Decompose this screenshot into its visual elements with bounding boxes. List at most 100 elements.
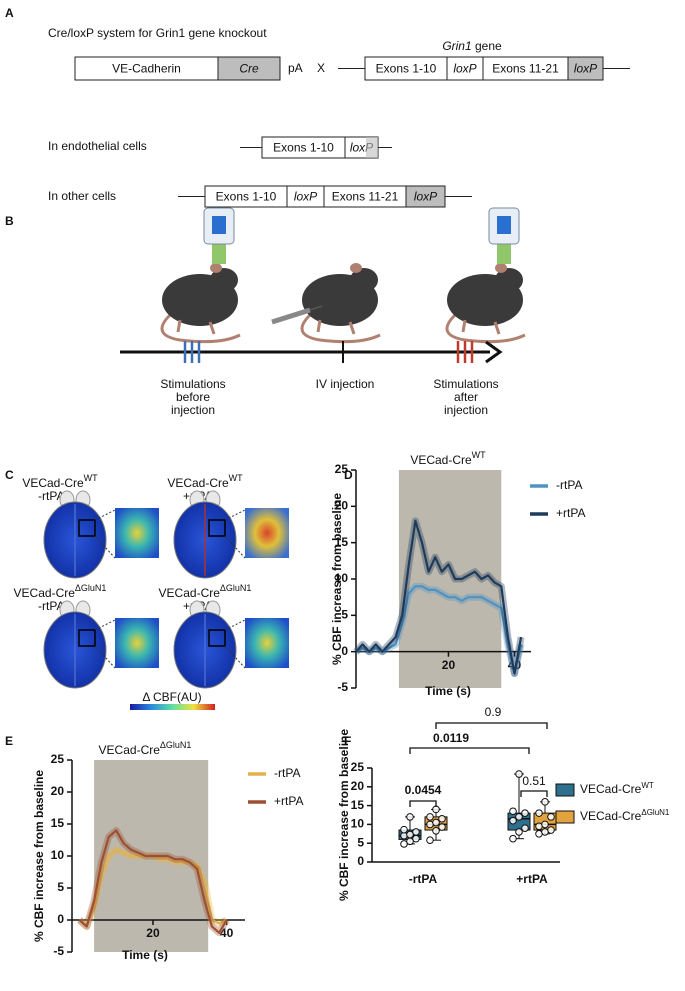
treatment-label: -rtPA xyxy=(38,599,64,613)
y-tick-label: 15 xyxy=(351,798,365,812)
y-tick-label: 5 xyxy=(57,880,64,894)
imager-stem xyxy=(212,242,226,264)
gene-label: Grin1 gene xyxy=(442,39,502,53)
data-point xyxy=(412,834,420,843)
y-tick-label: 10 xyxy=(351,817,365,831)
roi-link xyxy=(94,645,116,669)
y-tick-label: 15 xyxy=(335,535,349,549)
y-tick-label: 20 xyxy=(51,784,65,798)
y-tick-label: 25 xyxy=(335,462,349,476)
text-sup: ΔGluN1 xyxy=(220,583,252,593)
data-point xyxy=(547,813,555,821)
step-label: Stimulations xyxy=(160,377,225,391)
mouse-ear xyxy=(495,263,507,273)
step-label: injection xyxy=(444,403,488,417)
comparison-bracket xyxy=(520,790,548,797)
x-tick-label: 20 xyxy=(442,658,456,672)
text-base: VECad-Cre xyxy=(410,453,472,467)
data-point xyxy=(509,807,517,816)
data-point xyxy=(432,805,440,814)
series-line xyxy=(78,829,228,934)
data-point xyxy=(547,826,555,834)
imager-stem xyxy=(497,242,511,264)
data-point xyxy=(521,809,529,817)
y-tick-label: -5 xyxy=(337,680,348,694)
x-tick-label: -rtPA xyxy=(409,872,438,886)
data-point xyxy=(521,824,529,832)
data-point xyxy=(541,798,549,806)
p-value: 0.51 xyxy=(522,774,546,788)
data-point xyxy=(509,816,517,825)
panel-letter: E xyxy=(5,734,13,748)
y-tick-label: 5 xyxy=(357,835,364,849)
legend-label: -rtPA xyxy=(556,478,582,492)
step-label: IV injection xyxy=(316,377,375,391)
data-point xyxy=(515,770,523,778)
pa-label: pA xyxy=(288,61,303,75)
step-label: Stimulations xyxy=(433,377,498,391)
y-tick-label: 0 xyxy=(57,912,64,926)
text-base: VECad-Cre xyxy=(167,476,229,490)
y-tick-label: 20 xyxy=(351,779,365,793)
group-label: VECad-CreΔGluN1 xyxy=(159,583,252,600)
data-point xyxy=(426,813,434,821)
legend-label: +rtPA xyxy=(274,794,303,808)
x-axis-label: Time (s) xyxy=(425,684,471,698)
legend-label: VECad-CreΔGluN1 xyxy=(580,808,670,824)
data-point xyxy=(438,823,446,831)
y-tick-label: 0 xyxy=(357,854,364,868)
roi xyxy=(208,629,226,647)
panel-letter: D xyxy=(344,468,353,482)
gene-box-label: Exons 1-10 xyxy=(273,141,334,155)
gene-box-label: VE-Cadherin xyxy=(112,62,181,76)
mouse-tail xyxy=(300,313,381,344)
data-point xyxy=(426,836,434,844)
y-tick-label: 10 xyxy=(335,571,349,585)
step-label: after xyxy=(454,390,478,404)
panel-letter: F xyxy=(344,734,351,748)
text-sup: ΔGluN1 xyxy=(641,808,670,817)
panel-letter: C xyxy=(5,468,14,482)
y-tick-label: 10 xyxy=(51,848,65,862)
gene-name: Grin1 xyxy=(442,39,471,53)
treatment-label: -rtPA xyxy=(38,489,64,503)
data-point xyxy=(515,828,523,836)
gene-box-label: Cre xyxy=(239,62,259,76)
mouse-head xyxy=(495,268,523,292)
legend-label: -rtPA xyxy=(274,766,300,780)
data-point xyxy=(406,813,414,821)
text-base: VECad-Cre xyxy=(14,586,76,600)
gene-box-label: Exons 11-21 xyxy=(332,190,399,204)
y-tick-label: 25 xyxy=(351,760,365,774)
comparison-bracket xyxy=(435,722,548,729)
data-point xyxy=(535,809,543,817)
gene-box-label: loxP xyxy=(414,190,437,204)
text-sup: ΔGluN1 xyxy=(160,740,192,750)
data-point xyxy=(438,814,446,823)
group-label: VECad-CreΔGluN1 xyxy=(14,583,107,600)
roi-inset xyxy=(245,508,289,558)
y-tick-label: 15 xyxy=(51,816,65,830)
data-point xyxy=(400,825,408,834)
y-axis-label: % CBF increase from baseline xyxy=(330,493,344,665)
colorbar xyxy=(130,704,215,710)
text-base: VECad-Cre xyxy=(580,809,642,823)
chart-title: VECad-CreWT xyxy=(410,450,486,467)
mouse-tail xyxy=(445,313,526,344)
data-point xyxy=(541,820,549,829)
text-base: VECad-Cre xyxy=(22,476,84,490)
row-label: In other cells xyxy=(48,189,116,203)
imager-screen xyxy=(497,216,511,234)
mouse-leg xyxy=(316,319,356,335)
data-point xyxy=(515,813,523,821)
data-point xyxy=(432,818,440,827)
gene-box xyxy=(567,56,604,81)
gene-suffix: gene xyxy=(472,39,502,53)
text-sup: WT xyxy=(472,450,486,460)
imager-screen xyxy=(212,216,226,234)
mouse-ear xyxy=(210,263,222,273)
text-sup: WT xyxy=(229,473,243,483)
roi xyxy=(78,629,96,647)
legend-label: VECad-CreWT xyxy=(580,781,654,797)
